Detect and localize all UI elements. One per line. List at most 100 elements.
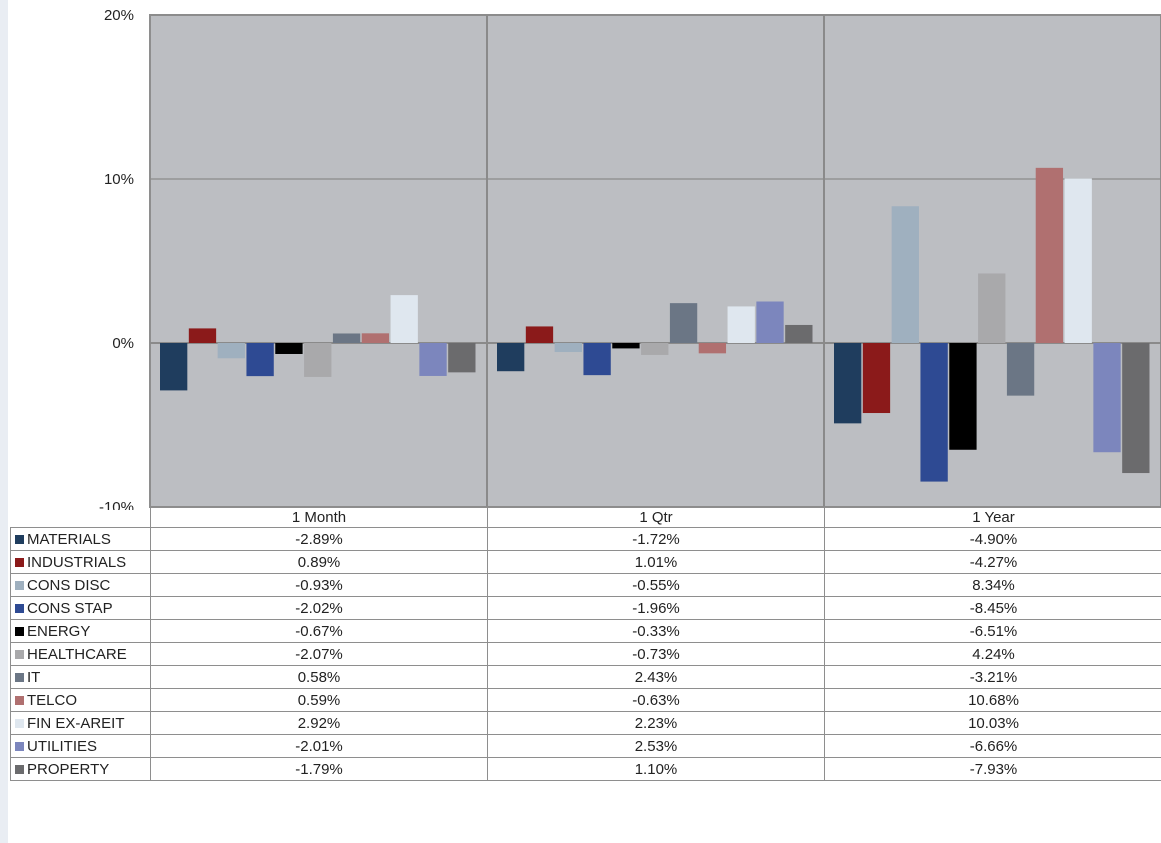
- table-cell-value: 10.03%: [824, 711, 1161, 735]
- bar-chart: 20% 10% 0% -10%: [99, 7, 1161, 510]
- table-cell-value: 2.43%: [487, 665, 825, 689]
- bar-property-1-year: [1122, 343, 1150, 474]
- legend-label: IT: [27, 668, 41, 686]
- table-cell-value: -4.90%: [824, 527, 1161, 551]
- legend-entry: ENERGY: [10, 619, 151, 643]
- table-row: INDUSTRIALS 0.89% 1.01% -4.27%: [10, 550, 1161, 574]
- bar-healthcare-1-qtr: [641, 343, 669, 355]
- bar-it-1-qtr: [669, 303, 698, 343]
- legend-label: INDUSTRIALS: [27, 553, 127, 571]
- bar-cons-stap-1-year: [920, 343, 948, 482]
- table-cell-value: -0.73%: [487, 642, 825, 666]
- legend-label: FIN EX-AREIT: [27, 714, 125, 732]
- column-header-1-month: 1 Month: [150, 507, 488, 528]
- y-tick-label: 10%: [104, 171, 134, 188]
- legend-label: UTILITIES: [27, 737, 98, 755]
- legend-label: PROPERTY: [27, 760, 110, 778]
- legend-swatch: [15, 718, 24, 728]
- table-cell-value: 0.59%: [150, 688, 488, 712]
- legend-swatch: [15, 649, 24, 659]
- table-cell-value: 8.34%: [824, 573, 1161, 597]
- table-row: UTILITIES -2.01% 2.53% -6.66%: [10, 734, 1161, 758]
- table-row: IT 0.58% 2.43% -3.21%: [10, 665, 1161, 689]
- legend-swatch: [15, 557, 24, 567]
- legend-entry: PROPERTY: [10, 757, 151, 781]
- table-cell-value: -0.55%: [487, 573, 825, 597]
- legend-entry: HEALTHCARE: [10, 642, 151, 666]
- legend-label: ENERGY: [27, 622, 91, 640]
- bar-telco-1-month: [361, 333, 390, 343]
- table-cell-value: -2.07%: [150, 642, 488, 666]
- y-tick-label: 0%: [112, 335, 134, 352]
- table-cell-value: 0.89%: [150, 550, 488, 574]
- legend-label: HEALTHCARE: [27, 645, 127, 663]
- table-row: TELCO 0.59% -0.63% 10.68%: [10, 688, 1161, 712]
- bar-utilities-1-year: [1093, 343, 1121, 453]
- table-cell-value: 2.53%: [487, 734, 825, 758]
- bar-energy-1-year: [949, 343, 977, 450]
- table-cell-value: 1.01%: [487, 550, 825, 574]
- bar-utilities-1-qtr: [756, 301, 784, 343]
- y-tick-label: 20%: [104, 7, 134, 24]
- legend-swatch: [15, 580, 24, 590]
- bar-energy-1-month: [275, 343, 303, 354]
- table-cell-value: -0.33%: [487, 619, 825, 643]
- table-header-row: 1 Month 1 Qtr 1 Year: [11, 507, 1161, 528]
- legend-entry: FIN EX-AREIT: [10, 711, 151, 735]
- legend-swatch: [15, 741, 24, 751]
- table-corner: [11, 508, 151, 528]
- table-cell-value: -0.63%: [487, 688, 825, 712]
- table-cell-value: 2.92%: [150, 711, 488, 735]
- bar-cons-disc-1-year: [891, 206, 919, 343]
- table-cell-value: -0.93%: [150, 573, 488, 597]
- bar-energy-1-qtr: [612, 343, 640, 349]
- table-cell-value: 4.24%: [824, 642, 1161, 666]
- bar-materials-1-month: [160, 343, 188, 391]
- bar-fin-ex-areit-1-year: [1064, 178, 1092, 343]
- legend-swatch: [15, 695, 24, 705]
- legend-label: CONS DISC: [27, 576, 111, 594]
- table-row: CONS STAP -2.02% -1.96% -8.45%: [10, 596, 1161, 620]
- table-cell-value: -6.66%: [824, 734, 1161, 758]
- table-cell-value: -0.67%: [150, 619, 488, 643]
- bar-telco-1-year: [1035, 167, 1064, 343]
- bar-property-1-qtr: [785, 324, 813, 343]
- y-axis-ticks: 20% 10% 0% -10%: [99, 7, 134, 510]
- table-cell-value: -2.01%: [150, 734, 488, 758]
- bar-utilities-1-month: [419, 343, 447, 376]
- legend-swatch: [15, 626, 24, 636]
- table-row: HEALTHCARE -2.07% -0.73% 4.24%: [10, 642, 1161, 666]
- table-cell-value: 2.23%: [487, 711, 825, 735]
- table-cell-value: 10.68%: [824, 688, 1161, 712]
- y-tick-label: -10%: [99, 499, 134, 510]
- bar-fin-ex-areit-1-month: [390, 295, 418, 343]
- table-row: MATERIALS -2.89% -1.72% -4.90%: [10, 527, 1161, 551]
- plot-area: [149, 14, 1161, 508]
- legend-entry: CONS DISC: [10, 573, 151, 597]
- table-cell-value: -2.02%: [150, 596, 488, 620]
- legend-label: MATERIALS: [27, 530, 111, 548]
- table-cell-value: -3.21%: [824, 665, 1161, 689]
- legend-swatch: [15, 672, 24, 682]
- bar-cons-disc-1-qtr: [554, 343, 582, 353]
- legend-entry: INDUSTRIALS: [10, 550, 151, 574]
- legend-swatch: [15, 603, 24, 613]
- table-cell-value: -2.89%: [150, 527, 488, 551]
- legend-entry: IT: [10, 665, 151, 689]
- legend-swatch: [15, 764, 24, 774]
- table-cell-value: -8.45%: [824, 596, 1161, 620]
- table-cell-value: -1.72%: [487, 527, 825, 551]
- bar-fin-ex-areit-1-qtr: [727, 306, 755, 343]
- table-cell-value: -4.27%: [824, 550, 1161, 574]
- table-cell-value: -1.79%: [150, 757, 488, 781]
- data-table: 1 Month 1 Qtr 1 Year MATERIALS -2.89% -1.7…: [10, 507, 1161, 781]
- bar-it-1-month: [332, 333, 361, 343]
- bar-healthcare-1-year: [978, 273, 1006, 343]
- bar-industrials-1-qtr: [525, 326, 554, 343]
- bar-cons-disc-1-month: [217, 343, 245, 359]
- table-row: FIN EX-AREIT 2.92% 2.23% 10.03%: [10, 711, 1161, 735]
- left-margin-strip: [0, 0, 8, 843]
- bar-telco-1-qtr: [698, 343, 727, 354]
- column-header-1-year: 1 Year: [824, 507, 1161, 528]
- table-cell-value: -1.96%: [487, 596, 825, 620]
